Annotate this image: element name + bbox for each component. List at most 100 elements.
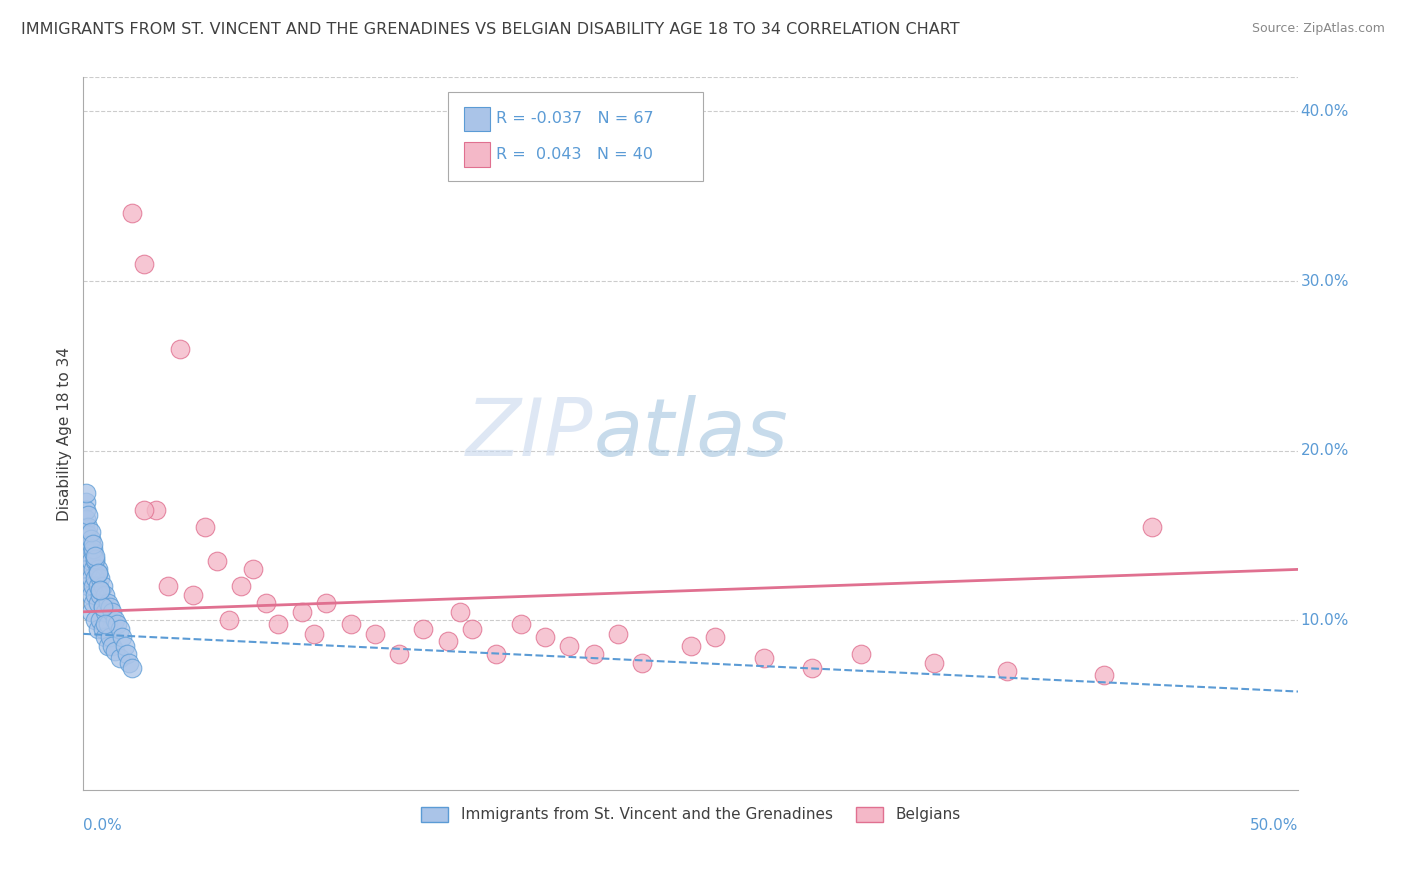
Point — [558, 639, 581, 653]
Point — [75, 537, 97, 551]
Point — [752, 650, 775, 665]
Point — [631, 656, 654, 670]
Point — [94, 616, 117, 631]
FancyBboxPatch shape — [464, 107, 491, 131]
Point — [534, 630, 557, 644]
FancyBboxPatch shape — [464, 143, 491, 167]
Point — [101, 605, 124, 619]
Text: 30.0%: 30.0% — [1301, 274, 1350, 288]
Point — [98, 630, 121, 644]
Point — [77, 528, 100, 542]
Point — [79, 554, 101, 568]
Point — [118, 656, 141, 670]
Point — [75, 486, 97, 500]
Point — [104, 644, 127, 658]
Point — [84, 554, 107, 568]
FancyBboxPatch shape — [447, 92, 703, 181]
Point — [84, 613, 107, 627]
Point — [87, 562, 110, 576]
Point — [73, 520, 96, 534]
Point — [266, 616, 288, 631]
Point — [436, 633, 458, 648]
Point — [79, 524, 101, 539]
Point — [89, 582, 111, 597]
Point — [84, 571, 107, 585]
Point — [82, 537, 104, 551]
Point — [157, 579, 180, 593]
Point — [82, 542, 104, 557]
Point — [104, 613, 127, 627]
Text: 20.0%: 20.0% — [1301, 443, 1348, 458]
Point — [87, 579, 110, 593]
Text: 0.0%: 0.0% — [83, 819, 122, 833]
Point — [181, 588, 204, 602]
Point — [97, 639, 120, 653]
Point — [114, 639, 136, 653]
Text: Source: ZipAtlas.com: Source: ZipAtlas.com — [1251, 22, 1385, 36]
Point — [849, 647, 872, 661]
Point — [89, 613, 111, 627]
Point — [75, 511, 97, 525]
Point — [91, 599, 114, 614]
Point — [291, 605, 314, 619]
Point — [315, 596, 337, 610]
Point — [509, 616, 531, 631]
Y-axis label: Disability Age 18 to 34: Disability Age 18 to 34 — [58, 347, 72, 521]
Point — [995, 664, 1018, 678]
Point — [94, 588, 117, 602]
Point — [218, 613, 240, 627]
Text: atlas: atlas — [593, 394, 789, 473]
Point — [582, 647, 605, 661]
Point — [485, 647, 508, 661]
Point — [97, 596, 120, 610]
Point — [77, 520, 100, 534]
Point — [98, 599, 121, 614]
Point — [388, 647, 411, 661]
Point — [449, 605, 471, 619]
Point — [89, 582, 111, 597]
Point — [679, 639, 702, 653]
Point — [364, 627, 387, 641]
Point — [77, 562, 100, 576]
Point — [231, 579, 253, 593]
Point — [121, 206, 143, 220]
Point — [302, 627, 325, 641]
Point — [79, 537, 101, 551]
Point — [254, 596, 277, 610]
Point — [339, 616, 361, 631]
Point — [412, 622, 434, 636]
Point — [461, 622, 484, 636]
Point — [82, 579, 104, 593]
Point — [87, 566, 110, 580]
Point — [115, 647, 138, 661]
Point — [87, 596, 110, 610]
Point — [87, 566, 110, 580]
Text: R = -0.037   N = 67: R = -0.037 N = 67 — [496, 112, 654, 127]
Point — [89, 571, 111, 585]
Point — [922, 656, 945, 670]
Point — [94, 630, 117, 644]
Point — [242, 562, 264, 576]
Point — [145, 503, 167, 517]
Point — [169, 342, 191, 356]
Point — [105, 616, 128, 631]
Point — [97, 616, 120, 631]
Point — [89, 588, 111, 602]
Point — [121, 661, 143, 675]
Point — [101, 639, 124, 653]
Point — [82, 545, 104, 559]
Point — [91, 599, 114, 614]
Point — [77, 508, 100, 522]
Point — [87, 622, 110, 636]
Point — [84, 549, 107, 563]
Point — [91, 579, 114, 593]
Text: 50.0%: 50.0% — [1250, 819, 1298, 833]
Point — [77, 545, 100, 559]
Point — [108, 622, 131, 636]
Point — [132, 503, 155, 517]
Point — [606, 627, 628, 641]
Point — [79, 571, 101, 585]
Point — [1142, 520, 1164, 534]
Point — [205, 554, 228, 568]
Text: IMMIGRANTS FROM ST. VINCENT AND THE GRENADINES VS BELGIAN DISABILITY AGE 18 TO 3: IMMIGRANTS FROM ST. VINCENT AND THE GREN… — [21, 22, 960, 37]
